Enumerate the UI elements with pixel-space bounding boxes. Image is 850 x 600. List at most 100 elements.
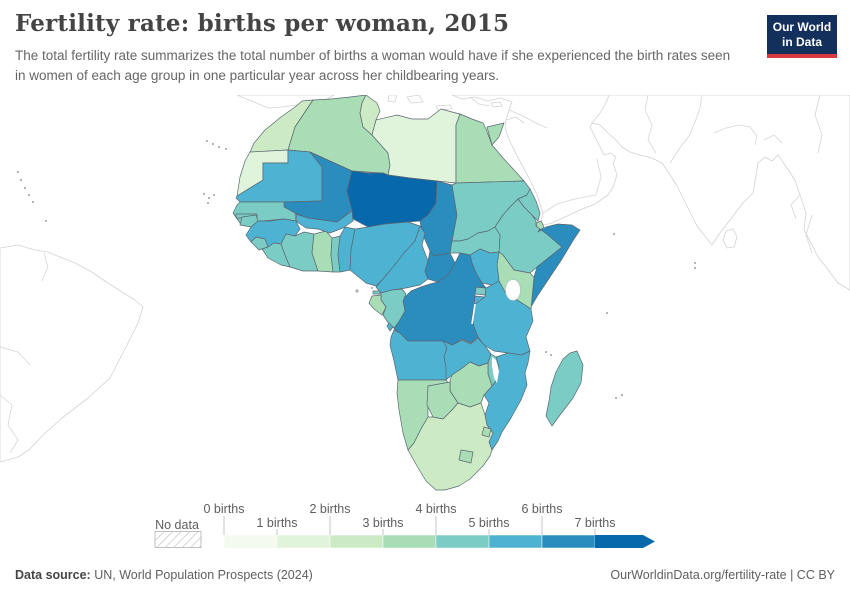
island-dot-17 (621, 394, 623, 396)
bg-south-america (0, 244, 144, 463)
country-burkina-faso[interactable]: Burkina Faso: 5.5 births per woman (295, 210, 354, 234)
owid-link[interactable]: OurWorldinData.org/fertility-rate | CC B… (610, 568, 835, 582)
country-madagascar[interactable]: Madagascar: 4.4 births per woman (545, 350, 584, 427)
island-dot-15 (550, 354, 552, 356)
lake-malawi (492, 357, 499, 383)
legend-bin-label-1: 1 births (257, 516, 298, 530)
country-eswatini[interactable]: Eswatini: 3.3 births per woman (481, 426, 492, 438)
map-legend: No data 0 births 1 births 2 births 3 births 4… (154, 502, 655, 549)
legend-bin-label-3: 3 births (363, 516, 404, 530)
bg-border-line-14 (41, 252, 49, 282)
bg-border-line-2 (542, 194, 597, 214)
bg-border-line-5 (644, 95, 657, 154)
bg-border-line-10 (790, 194, 801, 220)
island-dot-13 (45, 220, 47, 222)
island-dot-20 (694, 262, 696, 264)
bg-sicily (406, 95, 424, 104)
island-dot-6 (218, 146, 220, 148)
legend-segment-7[interactable] (595, 535, 655, 548)
world-map: Morocco: 2.6 births per womanWestern Sah… (0, 95, 850, 491)
lake-tanganyika (471, 303, 476, 325)
bg-cyprus (490, 101, 503, 108)
island-dot-12 (32, 201, 34, 203)
island-dot-22 (371, 287, 373, 289)
bg-border-line-12 (814, 95, 823, 154)
legend-segment-2[interactable] (329, 534, 384, 549)
country-angola-cabinda[interactable] (386, 322, 394, 332)
countries-layer: Morocco: 2.6 births per womanWestern Sah… (232, 95, 584, 491)
island-markers (17, 140, 696, 399)
chart-footer: Data source: UN, World Population Prospe… (15, 568, 835, 582)
country-cameroon[interactable]: Cameroon: 5.1 births per woman (375, 225, 429, 294)
country-guinea-bissau[interactable]: Guinea-Bissau: 4.8 births per woman (239, 214, 259, 228)
island-dot-21 (694, 267, 696, 269)
island-dot-4 (206, 140, 208, 142)
island-dot-7 (225, 148, 227, 150)
chart-header: Fertility rate: births per woman, 2015 T… (15, 10, 755, 87)
island-dot-8 (17, 171, 19, 173)
country-gabon[interactable]: Gabon: 3.9 births per woman (368, 294, 387, 316)
island-dot-0 (203, 193, 205, 195)
bg-border-line-8 (749, 126, 758, 146)
legend-segment-0[interactable] (223, 534, 278, 549)
sao-tome-marker (355, 289, 359, 293)
legend-segment-3[interactable] (382, 534, 437, 549)
country-somalia[interactable]: Somalia: 6.4 births per woman (530, 223, 581, 308)
country-egypt-sinai[interactable] (486, 122, 505, 146)
bg-border-line-1 (508, 109, 548, 129)
country-eq-guinea[interactable]: Equatorial Guinea: 4.6 births per woman (372, 290, 381, 295)
bg-border-line-4 (591, 95, 610, 124)
chart-subtitle: The total fertility rate summarizes the … (15, 48, 731, 84)
data-source[interactable]: Data source: UN, World Population Prospe… (15, 568, 313, 582)
island-dot-16 (606, 312, 608, 314)
country-lesotho[interactable]: Lesotho: 3.2 births per woman (458, 449, 474, 464)
island-dot-19 (613, 233, 615, 235)
bg-border-line-9 (763, 134, 783, 144)
bg-border-line-16 (0, 394, 19, 454)
legend-bin-label-0: 0 births (204, 502, 245, 516)
island-dot-14 (545, 351, 547, 353)
legend-segment-6[interactable] (541, 534, 596, 549)
country-drc[interactable]: Democratic Republic of Congo: 6.2 births… (393, 252, 487, 346)
no-data-swatch[interactable] (154, 531, 202, 548)
legend-segment-1[interactable] (276, 534, 331, 549)
owid-logo-line1: Our World (772, 20, 832, 34)
legend-segment-5[interactable] (488, 534, 543, 549)
bg-border-line-0 (505, 116, 525, 124)
island-dot-3 (207, 202, 209, 204)
legend-segment-4[interactable] (435, 534, 490, 549)
page-title: Fertility rate: births per woman, 2015 (15, 10, 510, 37)
bg-border-line-13 (469, 96, 491, 107)
island-dot-1 (208, 197, 210, 199)
bg-sri-lanka (722, 228, 738, 249)
country-egypt[interactable]: Egypt: 3.3 births per woman (455, 113, 525, 184)
country-ivory-coast[interactable]: Cote d'Ivoire: 4.9 births per woman (280, 231, 319, 272)
bg-border-line-3 (595, 158, 602, 196)
island-dot-5 (212, 143, 214, 145)
legend-bin-label-5: 5 births (469, 516, 510, 530)
island-dot-10 (24, 187, 26, 189)
owid-logo-line2: in Data (781, 35, 822, 49)
bg-sardinia (387, 95, 398, 103)
island-dot-2 (213, 194, 215, 196)
island-dot-11 (28, 194, 30, 196)
no-data-label: No data (155, 518, 199, 532)
island-dot-18 (615, 397, 617, 399)
lakes-layer (471, 279, 521, 383)
bg-crete (435, 104, 453, 111)
legend-bin-label-6: 6 births (522, 502, 563, 516)
country-rwanda[interactable]: Rwanda: 4 births per woman (474, 286, 487, 296)
bg-border-line-15 (0, 346, 31, 366)
legend-bin-label-4: 4 births (416, 502, 457, 516)
bg-border-line-6 (669, 95, 703, 164)
legend-bin-label-2: 2 births (310, 502, 351, 516)
legend-bin-label-7: 7 births (575, 516, 616, 530)
country-tanzania[interactable]: Tanzania: 5.2 births per woman (471, 280, 534, 356)
data-source-label: Data source: (15, 568, 91, 582)
bg-asia (451, 95, 850, 291)
data-source-text: UN, World Population Prospects (2024) (90, 568, 313, 582)
background-landmasses (0, 95, 850, 463)
bg-border-line-11 (805, 214, 813, 254)
owid-logo[interactable]: Our World in Data (767, 15, 837, 58)
bg-border-line-7 (713, 124, 751, 134)
